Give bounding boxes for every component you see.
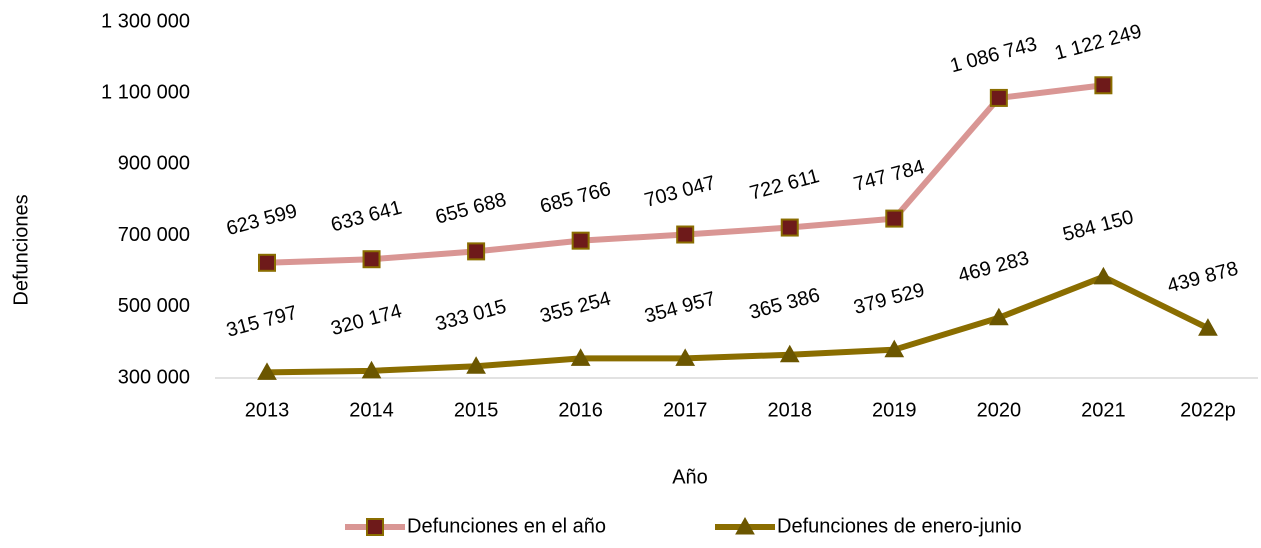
data-point bbox=[989, 88, 1008, 107]
data-point bbox=[676, 225, 695, 244]
legend-label: Defunciones de enero-junio bbox=[777, 515, 1022, 537]
x-tick-label: 2017 bbox=[663, 399, 708, 421]
data-point bbox=[467, 242, 486, 261]
data-point bbox=[571, 231, 590, 250]
data-label: 439 878 bbox=[1165, 258, 1241, 298]
data-point bbox=[1093, 266, 1114, 285]
data-point bbox=[362, 250, 381, 269]
data-label: 365 386 bbox=[747, 284, 823, 324]
x-tick-label: 2019 bbox=[872, 399, 917, 421]
data-label: 315 797 bbox=[224, 302, 300, 342]
x-tick-label: 2013 bbox=[245, 399, 290, 421]
legend-marker bbox=[735, 516, 755, 535]
x-tick-label: 2016 bbox=[558, 399, 603, 421]
data-label: 685 766 bbox=[538, 178, 614, 218]
data-point bbox=[779, 344, 800, 363]
data-label: 722 611 bbox=[748, 165, 822, 205]
data-label: 354 957 bbox=[642, 288, 718, 328]
y-tick-label: 1 100 000 bbox=[101, 81, 190, 103]
x-tick-label: 2014 bbox=[349, 399, 394, 421]
y-tick-label: 300 000 bbox=[118, 366, 190, 388]
data-label: 584 150 bbox=[1060, 206, 1136, 246]
data-point bbox=[988, 307, 1009, 326]
data-point bbox=[361, 360, 382, 379]
data-point bbox=[466, 356, 486, 374]
data-label: 333 015 bbox=[433, 296, 509, 336]
y-tick-label: 500 000 bbox=[118, 295, 190, 317]
legend-label: Defunciones en el año bbox=[407, 515, 606, 537]
data-point bbox=[258, 253, 276, 272]
data-point bbox=[780, 218, 799, 237]
data-point bbox=[257, 362, 277, 380]
data-label: 355 254 bbox=[538, 288, 614, 328]
y-tick-label: 900 000 bbox=[118, 153, 190, 175]
legend-marker bbox=[366, 518, 384, 536]
data-label: 623 599 bbox=[224, 200, 300, 240]
x-tick-label: 2021 bbox=[1081, 399, 1126, 421]
x-tick-label: 2020 bbox=[977, 399, 1022, 421]
data-label: 655 688 bbox=[433, 189, 509, 229]
data-label: 1 122 249 bbox=[1052, 20, 1144, 64]
data-point bbox=[675, 348, 696, 366]
data-label: 469 283 bbox=[956, 247, 1032, 287]
data-point bbox=[570, 348, 591, 366]
series-line bbox=[266, 273, 1210, 376]
data-label: 320 174 bbox=[329, 300, 405, 340]
data-point bbox=[885, 209, 904, 228]
data-label: 1 086 743 bbox=[948, 33, 1040, 77]
data-point bbox=[1094, 76, 1113, 95]
x-tick-label: 2018 bbox=[768, 399, 813, 421]
x-tick-label: 2022p bbox=[1180, 399, 1236, 421]
data-label: 703 047 bbox=[642, 172, 718, 212]
y-tick-label: 1 300 000 bbox=[101, 10, 190, 32]
data-point bbox=[1198, 318, 1218, 336]
y-tick-label: 700 000 bbox=[118, 224, 190, 246]
y-axis-title: Defunciones bbox=[10, 194, 32, 305]
x-tick-label: 2015 bbox=[454, 399, 499, 421]
data-label: 379 529 bbox=[851, 279, 927, 319]
x-axis-title: Año bbox=[672, 466, 708, 488]
data-point bbox=[884, 339, 905, 358]
data-label: 633 641 bbox=[329, 197, 405, 237]
